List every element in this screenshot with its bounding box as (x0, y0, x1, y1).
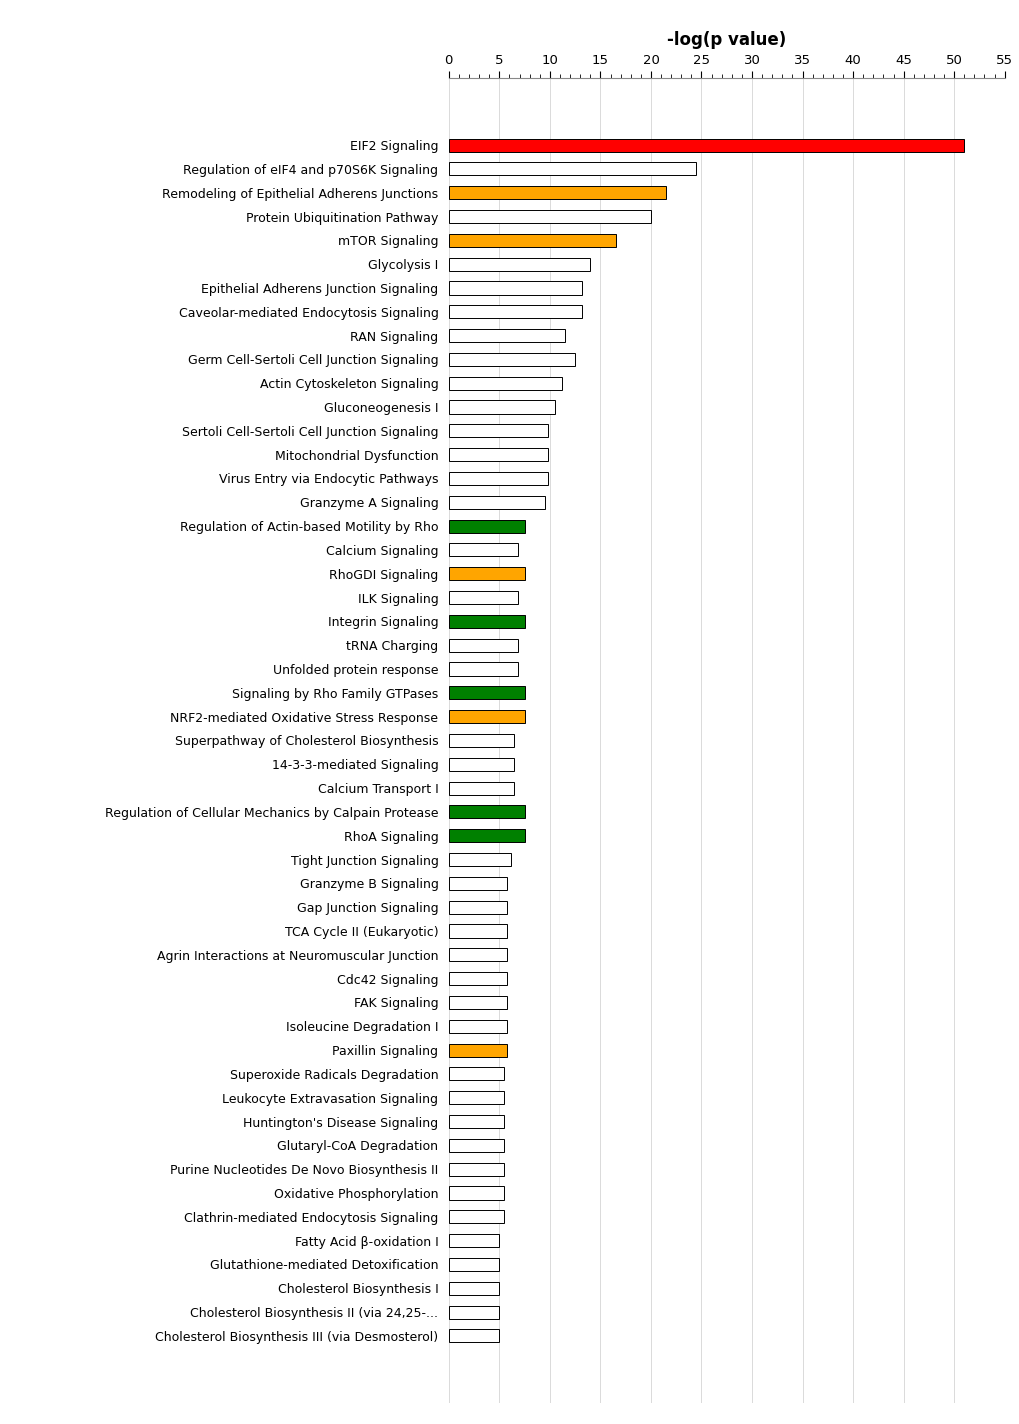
Bar (448, 305, 582, 319)
Bar (448, 1115, 504, 1128)
Bar (448, 400, 554, 413)
Bar (448, 711, 524, 723)
Bar (448, 209, 650, 224)
Bar (448, 733, 514, 748)
Bar (448, 234, 615, 246)
Bar (448, 1330, 499, 1343)
Bar (448, 258, 590, 271)
Bar (448, 282, 582, 295)
X-axis label: -log(p value): -log(p value) (666, 31, 786, 50)
Bar (448, 806, 524, 819)
Bar (448, 353, 575, 366)
Bar (448, 758, 514, 770)
Bar (448, 377, 561, 390)
Bar (448, 995, 506, 1010)
Bar (448, 162, 696, 175)
Bar (448, 1235, 499, 1247)
Bar (448, 520, 524, 533)
Bar (448, 877, 506, 890)
Bar (448, 471, 547, 486)
Bar (448, 567, 524, 581)
Bar (448, 1044, 506, 1057)
Bar (448, 496, 544, 508)
Bar (448, 782, 514, 795)
Bar (448, 948, 506, 961)
Bar (448, 853, 511, 866)
Bar (448, 424, 547, 437)
Bar (448, 329, 565, 342)
Bar (448, 1306, 499, 1319)
Bar (448, 1020, 506, 1032)
Bar (448, 1139, 504, 1152)
Bar (448, 187, 665, 199)
Bar (448, 138, 963, 151)
Bar (448, 544, 517, 557)
Bar (448, 591, 517, 604)
Bar (448, 662, 517, 675)
Bar (448, 1257, 499, 1272)
Bar (448, 1162, 504, 1176)
Bar (448, 1186, 504, 1199)
Bar (448, 900, 506, 914)
Bar (448, 686, 524, 699)
Bar (448, 639, 517, 652)
Bar (448, 1210, 504, 1223)
Bar (448, 829, 524, 842)
Bar (448, 449, 547, 461)
Bar (448, 615, 524, 628)
Bar (448, 973, 506, 985)
Bar (448, 924, 506, 937)
Bar (448, 1068, 504, 1081)
Bar (448, 1282, 499, 1294)
Bar (448, 1091, 504, 1104)
